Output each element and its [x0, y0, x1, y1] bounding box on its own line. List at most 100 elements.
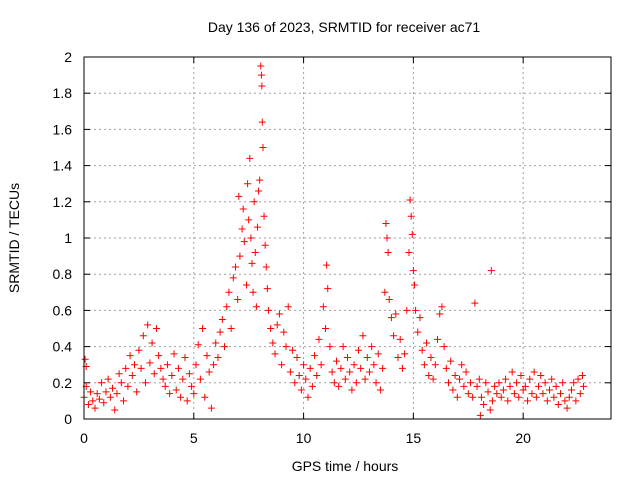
data-point: [144, 321, 152, 329]
data-point: [234, 296, 242, 304]
data-point: [517, 372, 525, 380]
data-point: [124, 382, 132, 390]
data-point: [453, 393, 461, 401]
data-point: [255, 187, 263, 195]
data-point: [368, 343, 376, 351]
data-point: [188, 382, 196, 390]
data-point: [93, 390, 101, 398]
data-point: [245, 216, 253, 224]
data-point: [185, 370, 193, 378]
data-point: [382, 220, 390, 228]
data-point: [282, 343, 290, 351]
data-point: [497, 393, 505, 401]
data-point: [565, 393, 573, 401]
data-point: [414, 328, 422, 336]
data-point: [365, 368, 373, 376]
data-point: [128, 372, 136, 380]
data-point: [280, 328, 288, 336]
data-point: [113, 390, 121, 398]
data-point: [410, 281, 418, 289]
data-point: [339, 343, 347, 351]
data-point: [306, 364, 314, 372]
data-point: [122, 364, 130, 372]
data-point: [570, 379, 578, 387]
data-point: [376, 386, 384, 394]
data-point: [493, 390, 501, 398]
data-point: [322, 325, 330, 332]
data-point: [269, 339, 277, 347]
data-point: [253, 223, 261, 231]
data-point: [235, 192, 243, 200]
data-point: [324, 285, 332, 293]
chart-title: Day 136 of 2023, SRMTID for receiver ac7…: [208, 19, 481, 35]
data-point: [427, 353, 435, 361]
data-point: [263, 285, 271, 293]
data-point: [401, 350, 409, 358]
data-point: [174, 364, 182, 372]
data-point: [550, 393, 558, 401]
data-point: [221, 343, 229, 351]
data-point: [554, 401, 562, 409]
y-tick-label: 1: [64, 230, 72, 246]
data-point: [258, 118, 266, 126]
data-point: [502, 375, 510, 383]
data-point: [196, 375, 204, 383]
data-point: [576, 390, 584, 398]
data-point: [91, 404, 99, 412]
data-point: [374, 350, 382, 358]
plot-frame: [83, 56, 612, 420]
data-point: [258, 82, 266, 90]
data-point: [442, 364, 450, 372]
y-tick-label: 1.6: [53, 121, 73, 137]
data-point: [495, 379, 503, 387]
data-point: [420, 361, 428, 369]
data-point: [81, 355, 89, 363]
data-point: [379, 364, 387, 372]
data-point: [146, 359, 154, 367]
data-point: [252, 303, 260, 311]
data-point: [381, 288, 389, 296]
data-point: [212, 339, 220, 347]
data-point: [232, 263, 240, 271]
data-point: [370, 361, 378, 369]
data-point: [407, 212, 415, 220]
data-point: [559, 379, 567, 387]
data-point: [216, 328, 224, 336]
grid-lines: [84, 57, 611, 419]
data-point: [109, 384, 117, 392]
data-point: [229, 274, 237, 282]
y-tick-label: 0.8: [53, 266, 73, 282]
data-point: [201, 393, 209, 401]
data-point: [104, 375, 112, 383]
data-point: [261, 241, 269, 249]
data-point: [390, 332, 398, 340]
data-point: [170, 350, 178, 358]
data-point: [352, 379, 360, 387]
data-point: [383, 234, 391, 242]
data-point: [84, 401, 92, 409]
data-point: [126, 352, 134, 360]
data-point: [429, 375, 437, 383]
data-point: [131, 361, 139, 369]
data-point: [199, 325, 207, 332]
data-point: [273, 321, 281, 329]
data-point: [179, 375, 187, 383]
data-point: [181, 353, 189, 361]
y-tick-label: 0: [64, 411, 72, 427]
data-point: [455, 375, 463, 383]
x-tick-label: 10: [296, 430, 312, 446]
data-point: [563, 404, 571, 412]
data-point: [328, 368, 336, 376]
data-point: [302, 375, 310, 383]
data-point: [521, 382, 529, 390]
data-point: [286, 368, 294, 376]
data-point: [451, 372, 459, 380]
data-point: [207, 404, 215, 412]
data-point: [166, 390, 174, 398]
data-point: [315, 335, 323, 343]
y-axis-label: SRMTID / TECUs: [6, 183, 22, 293]
data-point: [256, 176, 264, 184]
data-point: [578, 372, 586, 380]
data-point: [333, 357, 341, 365]
